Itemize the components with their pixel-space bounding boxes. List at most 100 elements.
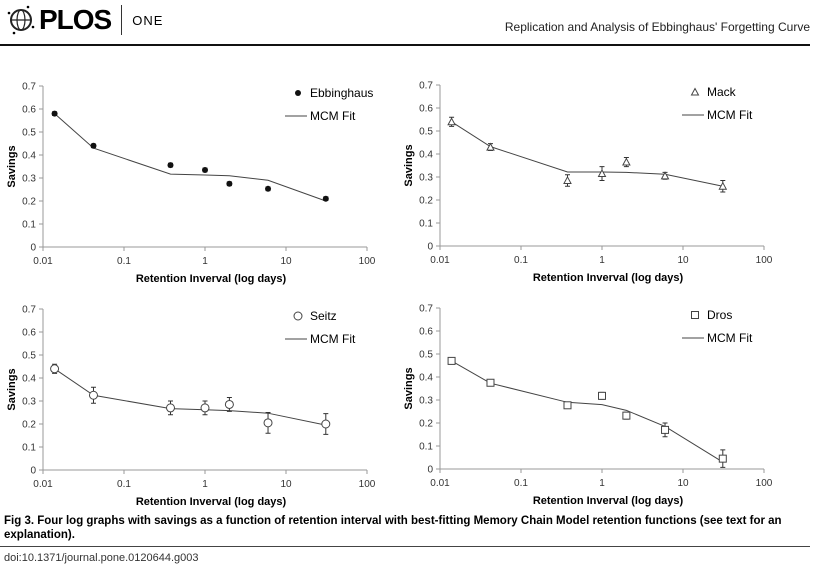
y-tick-label: 0.3 [22, 397, 36, 408]
x-tick-label: 1 [599, 255, 605, 266]
x-tick-label: 100 [359, 479, 376, 490]
chart-svg: 0 0.1 0.2 0.3 0.4 0.5 0.6 0.7 0.01 0.1 1 10 100 Reten… [6, 82, 376, 286]
y-axis-label: Savings [403, 367, 415, 409]
data-point [597, 168, 607, 178]
data-point [321, 419, 331, 429]
page-header: PLOS ONE Replication and Analysis of Ebb… [0, 0, 818, 46]
data-point [224, 399, 234, 409]
data-point [661, 425, 670, 434]
x-axis-label: Retention Inverval (log days) [533, 495, 684, 507]
data-point [598, 391, 606, 400]
x-tick-label: 10 [280, 256, 292, 267]
legend-label-fit: MCM Fit [310, 332, 356, 346]
data-point [563, 401, 572, 410]
data-point [622, 157, 631, 166]
x-tick-label: 0.1 [117, 479, 131, 490]
y-tick-label: 0.3 [419, 173, 433, 184]
legend-label-fit: MCM Fit [707, 108, 753, 122]
x-tick-label: 0.01 [430, 478, 450, 489]
x-tick-label: 1 [599, 478, 605, 489]
y-tick-label: 0.1 [419, 442, 433, 453]
legend-label-observed: Ebbinghaus [310, 86, 373, 100]
x-tick-label: 0.1 [514, 478, 528, 489]
data-point [165, 403, 175, 413]
legend-marker [691, 311, 699, 319]
data-point [486, 142, 495, 151]
y-tick-label: 0.4 [419, 373, 433, 384]
x-tick-label: 10 [677, 478, 689, 489]
y-tick-label: 0.4 [419, 150, 433, 161]
journal-sub-text: ONE [132, 12, 164, 28]
x-tick-label: 10 [280, 479, 292, 490]
data-point [226, 180, 233, 187]
x-tick-label: 1 [202, 256, 208, 267]
y-tick-label: 0 [427, 242, 433, 253]
chart-svg: 0 0.1 0.2 0.3 0.4 0.5 0.6 0.7 0.01 0.1 1 10 100 Reten… [403, 304, 773, 508]
fit-line [54, 113, 326, 202]
y-tick-label: 0.5 [419, 127, 433, 138]
y-tick-label: 0.7 [22, 82, 36, 93]
y-axis-label: Savings [6, 145, 18, 187]
data-point [90, 142, 97, 149]
x-tick-label: 0.1 [514, 255, 528, 266]
y-axis-label: Savings [6, 368, 18, 410]
data-point [200, 403, 210, 413]
y-tick-label: 0 [427, 465, 433, 476]
y-tick-label: 0 [30, 243, 36, 254]
legend-label-observed: Dros [707, 308, 732, 322]
data-point [486, 378, 495, 387]
x-tick-label: 1 [202, 479, 208, 490]
y-tick-label: 0.5 [22, 351, 36, 362]
header-rule [0, 44, 810, 46]
legend-label-observed: Seitz [310, 309, 337, 323]
x-tick-label: 10 [677, 255, 689, 266]
data-point [660, 171, 670, 180]
y-tick-label: 0.6 [22, 105, 36, 116]
legend-marker [690, 87, 700, 96]
x-tick-label: 100 [756, 478, 773, 489]
data-point [265, 185, 272, 192]
y-tick-label: 0.1 [22, 443, 36, 454]
y-tick-label: 0.2 [419, 196, 433, 207]
x-tick-label: 100 [756, 255, 773, 266]
y-tick-label: 0.3 [419, 396, 433, 407]
plos-one-logo: PLOS ONE [6, 4, 163, 36]
doi-text: doi:10.1371/journal.pone.0120644.g003 [4, 552, 199, 564]
y-tick-label: 0.6 [419, 327, 433, 338]
data-point [447, 356, 456, 365]
legend-label-fit: MCM Fit [310, 109, 356, 123]
y-tick-label: 0.6 [22, 328, 36, 339]
fit-line [451, 360, 724, 463]
x-axis-label: Retention Inverval (log days) [136, 496, 287, 508]
fit-line [451, 121, 723, 187]
data-point [718, 454, 727, 463]
logo-divider [121, 5, 123, 35]
y-tick-label: 0.2 [22, 420, 36, 431]
y-tick-label: 0.2 [419, 419, 433, 430]
y-tick-label: 0.7 [419, 304, 433, 315]
data-point [322, 195, 329, 202]
y-axis-label: Savings [403, 144, 415, 186]
y-tick-label: 0.6 [419, 104, 433, 115]
y-tick-label: 0 [30, 466, 36, 477]
caption-rule [0, 546, 810, 547]
x-tick-label: 0.01 [33, 479, 53, 490]
y-tick-label: 0.2 [22, 197, 36, 208]
data-point [51, 110, 58, 117]
legend-label-fit: MCM Fit [707, 331, 753, 345]
chart-seitz: 0 0.1 0.2 0.3 0.4 0.5 0.6 0.7 0.01 0.1 1 10 100 Reten… [0, 298, 405, 523]
y-tick-label: 0.5 [22, 128, 36, 139]
chart-mack: 0 0.1 0.2 0.3 0.4 0.5 0.6 0.7 0.01 0.1 1 10 100 Reten… [397, 74, 802, 299]
running-title: Replication and Analysis of Ebbinghaus' … [504, 20, 810, 34]
x-axis-label: Retention Inverval (log days) [533, 272, 684, 284]
data-point [263, 418, 273, 428]
legend-marker [293, 311, 303, 321]
data-point [622, 411, 631, 420]
chart-ebbinghaus: 0 0.1 0.2 0.3 0.4 0.5 0.6 0.7 0.01 0.1 1 10 100 Reten… [0, 75, 405, 300]
x-tick-label: 0.01 [33, 256, 53, 267]
globe-icon [7, 5, 35, 35]
chart-svg: 0 0.1 0.2 0.3 0.4 0.5 0.6 0.7 0.01 0.1 1 10 100 Reten… [6, 305, 376, 509]
x-tick-label: 0.01 [430, 255, 450, 266]
figure-caption: Fig 3. Four log graphs with savings as a… [4, 515, 782, 541]
data-point [447, 117, 456, 126]
